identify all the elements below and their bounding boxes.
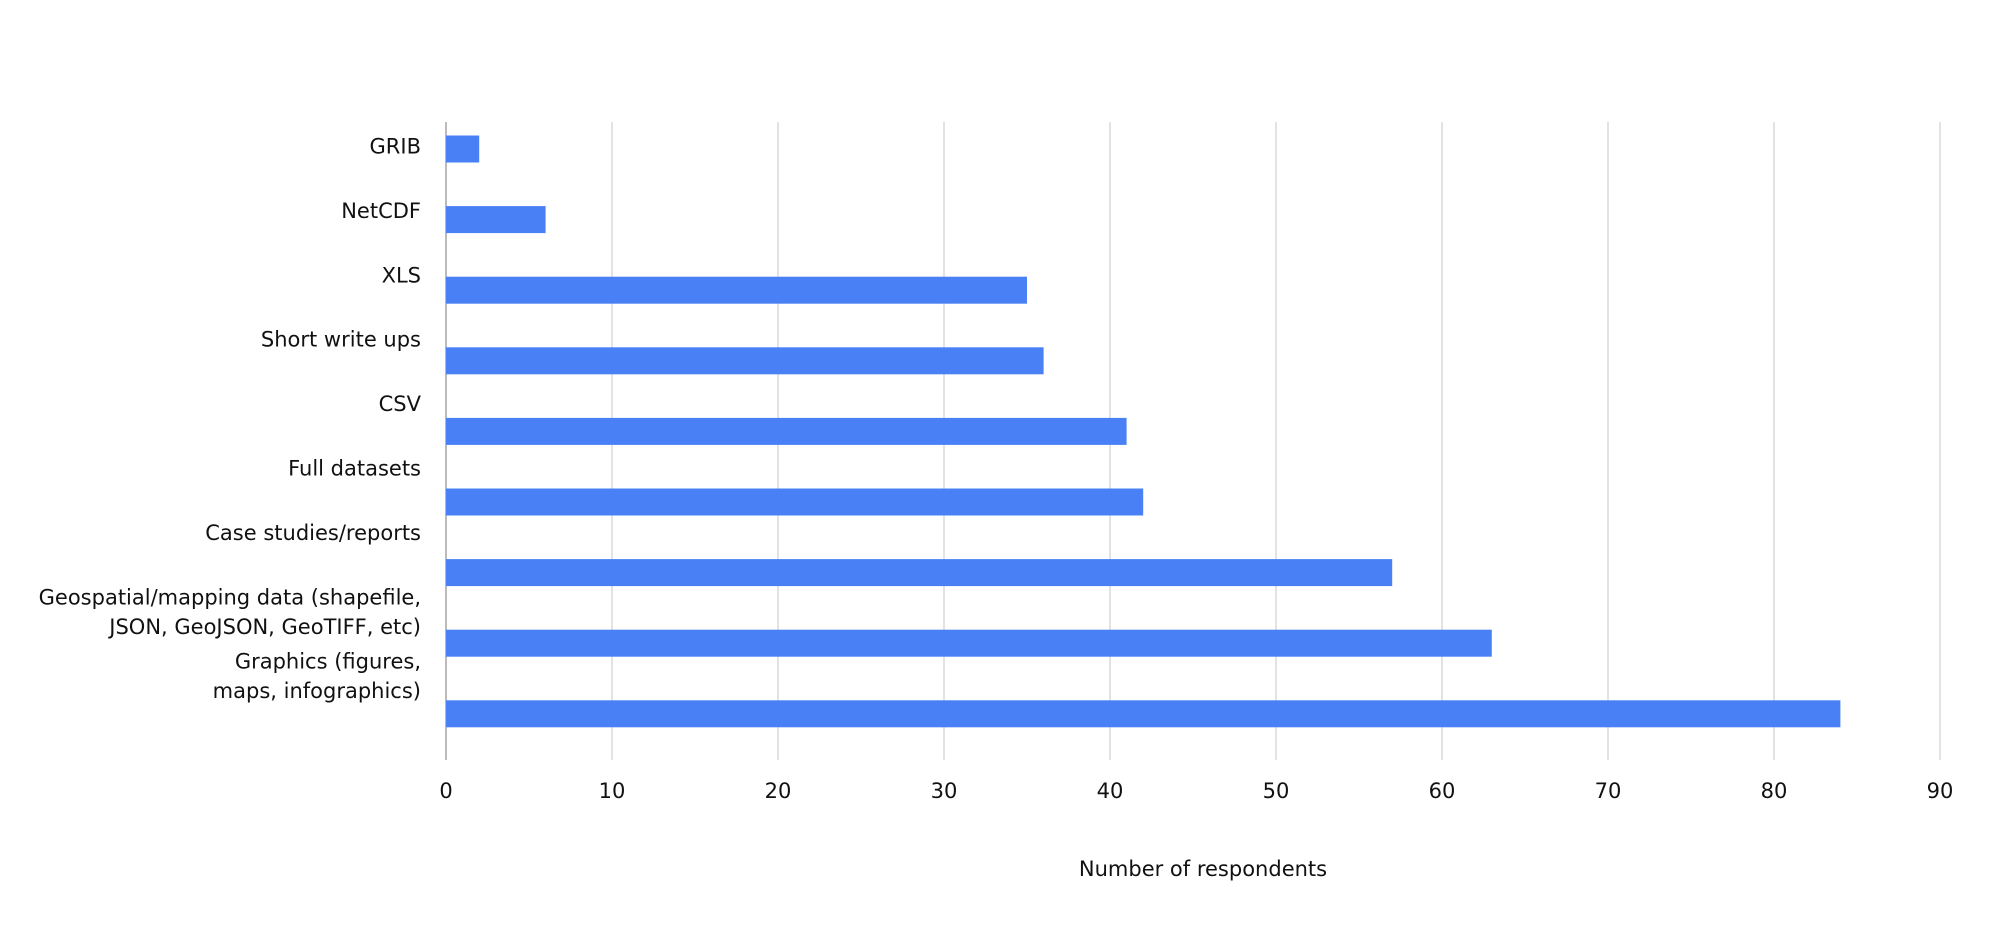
x-tick-label: 90: [1927, 779, 1954, 803]
bar: [446, 206, 546, 234]
bar: [446, 700, 1841, 728]
bar: [446, 629, 1492, 657]
x-tick-label: 0: [439, 779, 452, 803]
y-tick-label: Case studies/reports: [205, 521, 421, 545]
bar: [446, 135, 480, 163]
x-tick-label: 50: [1263, 779, 1290, 803]
y-tick-label: Geospatial/mapping data (shapefile, JSON,…: [39, 585, 421, 639]
x-tick-label: 30: [931, 779, 958, 803]
y-tick-label: GRIB: [370, 135, 421, 159]
bar: [446, 347, 1044, 375]
x-tick-label: 10: [599, 779, 626, 803]
x-axis-title: Number of respondents: [1079, 857, 1327, 881]
bar: [446, 488, 1144, 516]
x-tick-label: 20: [765, 779, 792, 803]
y-tick-label: CSV: [379, 392, 422, 416]
bar: [446, 559, 1393, 587]
y-tick-label: Graphics (figures, maps, infographics): [213, 650, 421, 704]
x-tick-label: 70: [1595, 779, 1622, 803]
y-tick-label: Short write ups: [261, 328, 421, 352]
y-tick-label: XLS: [382, 263, 421, 287]
bar: [446, 276, 1027, 304]
y-tick-label: NetCDF: [341, 199, 421, 223]
bar: [446, 417, 1127, 445]
x-tick-label: 80: [1761, 779, 1788, 803]
x-tick-label: 60: [1429, 779, 1456, 803]
y-tick-label: Full datasets: [288, 457, 421, 481]
x-tick-label: 40: [1097, 779, 1124, 803]
